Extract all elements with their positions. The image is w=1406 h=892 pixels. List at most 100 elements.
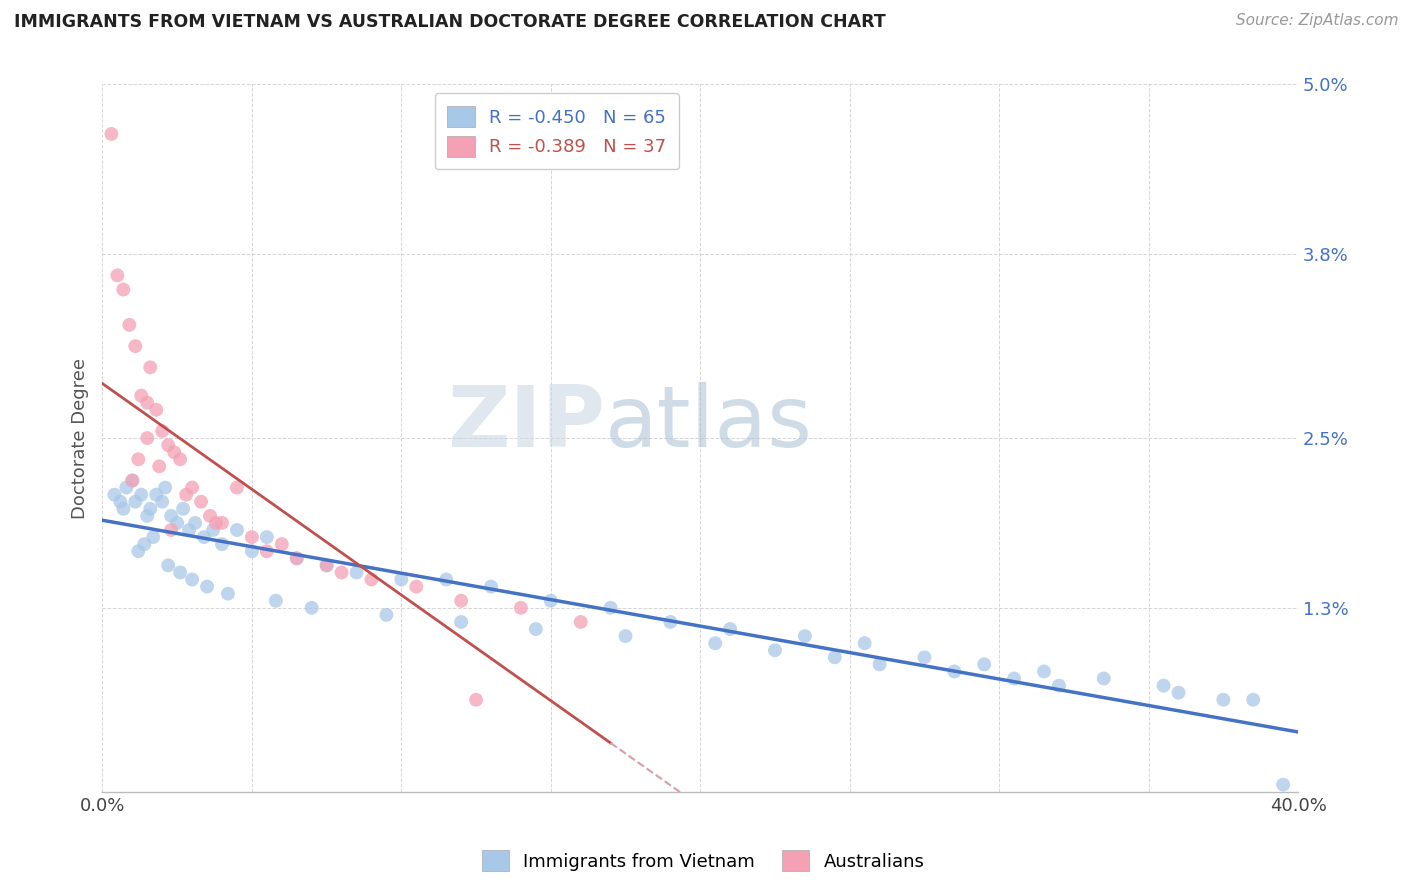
Point xyxy=(163,445,186,459)
Text: Source: ZipAtlas.com: Source: ZipAtlas.com xyxy=(1236,13,1399,29)
Point xyxy=(172,501,194,516)
Point xyxy=(346,566,368,580)
Point xyxy=(124,339,146,353)
Point xyxy=(270,537,292,551)
Point xyxy=(110,494,132,508)
Point xyxy=(136,431,159,445)
Point xyxy=(193,530,215,544)
Point xyxy=(115,481,138,495)
Point xyxy=(198,508,221,523)
Point xyxy=(405,580,427,594)
Point xyxy=(569,615,592,629)
Point xyxy=(202,523,225,537)
Point xyxy=(160,523,183,537)
Point xyxy=(118,318,141,332)
Point xyxy=(973,657,995,672)
Point xyxy=(127,544,149,558)
Point xyxy=(150,424,173,438)
Point xyxy=(479,580,502,594)
Point xyxy=(285,551,308,566)
Point xyxy=(105,268,128,283)
Point xyxy=(127,452,149,467)
Text: ZIP: ZIP xyxy=(447,383,605,466)
Point xyxy=(389,573,412,587)
Point xyxy=(134,537,156,551)
Point xyxy=(763,643,786,657)
Point xyxy=(136,395,159,409)
Point xyxy=(160,508,183,523)
Point xyxy=(121,474,143,488)
Point xyxy=(718,622,741,636)
Point xyxy=(793,629,815,643)
Point xyxy=(1002,672,1025,686)
Point xyxy=(217,587,239,601)
Point xyxy=(1092,672,1115,686)
Point xyxy=(869,657,891,672)
Point xyxy=(943,665,966,679)
Point xyxy=(450,593,472,607)
Point xyxy=(145,488,167,502)
Point xyxy=(1212,692,1234,706)
Point xyxy=(1241,692,1264,706)
Point xyxy=(1047,679,1070,693)
Legend: R = -0.450   N = 65, R = -0.389   N = 37: R = -0.450 N = 65, R = -0.389 N = 37 xyxy=(434,94,679,169)
Point xyxy=(181,573,204,587)
Point xyxy=(599,600,621,615)
Point xyxy=(285,551,308,566)
Point xyxy=(157,558,180,573)
Point xyxy=(256,530,278,544)
Point xyxy=(103,488,125,502)
Point xyxy=(540,593,562,607)
Point xyxy=(150,494,173,508)
Point xyxy=(190,494,212,508)
Legend: Immigrants from Vietnam, Australians: Immigrants from Vietnam, Australians xyxy=(474,843,932,879)
Point xyxy=(301,600,323,615)
Point xyxy=(100,127,122,141)
Point xyxy=(195,580,218,594)
Point xyxy=(434,573,457,587)
Point xyxy=(226,523,249,537)
Point xyxy=(139,360,162,375)
Y-axis label: Doctorate Degree: Doctorate Degree xyxy=(72,358,89,518)
Point xyxy=(112,283,135,297)
Point xyxy=(226,481,249,495)
Point xyxy=(169,452,191,467)
Point xyxy=(315,558,337,573)
Point xyxy=(139,501,162,516)
Point xyxy=(375,607,398,622)
Text: atlas: atlas xyxy=(605,383,813,466)
Point xyxy=(524,622,547,636)
Point xyxy=(124,494,146,508)
Point xyxy=(142,530,165,544)
Point xyxy=(1167,686,1189,700)
Point xyxy=(1153,679,1175,693)
Point xyxy=(129,389,152,403)
Point xyxy=(659,615,682,629)
Point xyxy=(450,615,472,629)
Point xyxy=(129,488,152,502)
Point xyxy=(330,566,353,580)
Point xyxy=(184,516,207,530)
Point xyxy=(614,629,637,643)
Point xyxy=(465,692,488,706)
Point xyxy=(704,636,727,650)
Point xyxy=(509,600,531,615)
Point xyxy=(912,650,935,665)
Point xyxy=(205,516,228,530)
Point xyxy=(1272,778,1295,792)
Point xyxy=(179,523,201,537)
Point xyxy=(166,516,188,530)
Point xyxy=(112,501,135,516)
Point xyxy=(157,438,180,452)
Point xyxy=(256,544,278,558)
Point xyxy=(240,544,263,558)
Point xyxy=(181,481,204,495)
Point xyxy=(853,636,876,650)
Point xyxy=(169,566,191,580)
Point xyxy=(148,459,170,474)
Point xyxy=(264,593,287,607)
Point xyxy=(155,481,177,495)
Point xyxy=(145,402,167,417)
Point xyxy=(1033,665,1056,679)
Point xyxy=(824,650,846,665)
